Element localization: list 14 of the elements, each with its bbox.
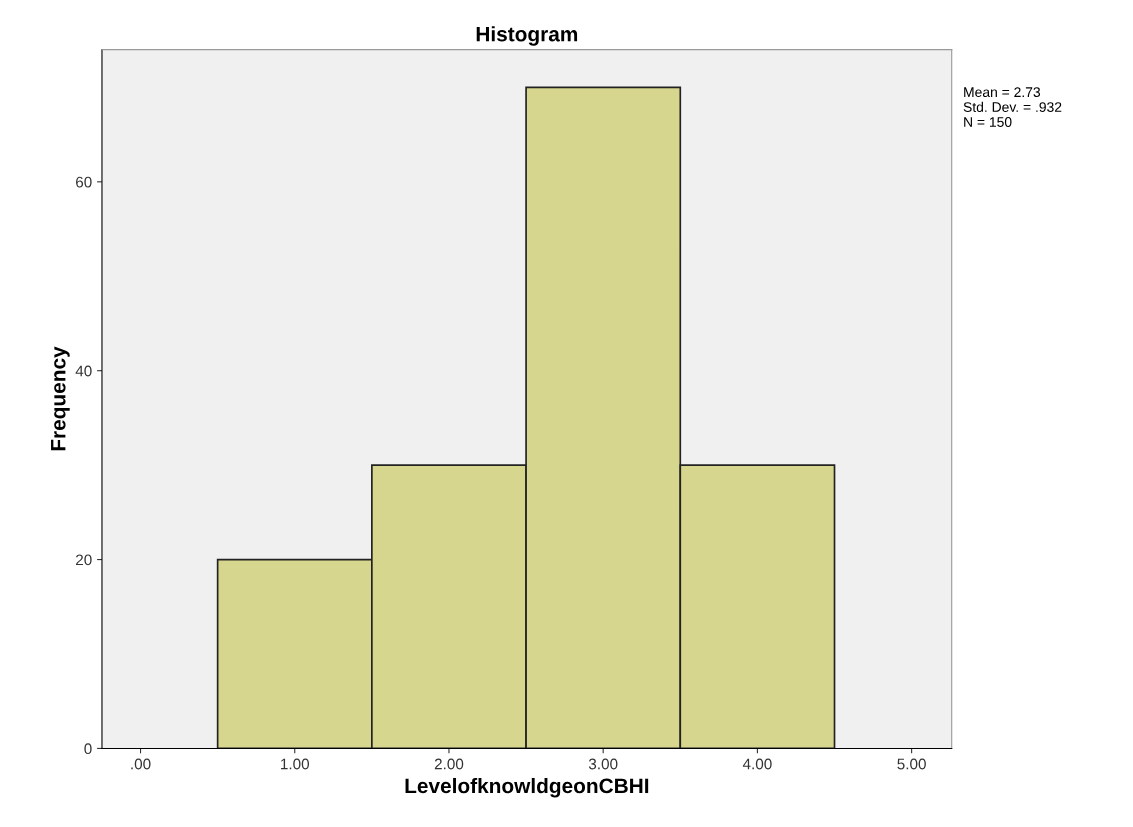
x-tick-label: 1.00 xyxy=(281,758,310,770)
chart-title: Histogram xyxy=(476,26,578,46)
x-axis-title: LevelofknowldgeonCBHI xyxy=(405,777,649,798)
x-tick-label: .00 xyxy=(131,758,151,770)
y-tick-label: 0 xyxy=(84,743,92,755)
y-tick-label: 60 xyxy=(76,176,92,188)
y-axis-title: Frequency xyxy=(51,346,70,451)
x-tick-label: 4.00 xyxy=(742,758,772,770)
y-tick-label: 40 xyxy=(75,365,92,377)
text: Mean = 2.73 Std. Dev. = .932 N = 150 xyxy=(963,87,1062,127)
x-tick-label: 2.00 xyxy=(434,758,464,770)
x-tick-label: 5.00 xyxy=(897,758,926,770)
y-tick-label: 20 xyxy=(76,554,92,566)
x-tick-label: 3.00 xyxy=(588,758,618,770)
